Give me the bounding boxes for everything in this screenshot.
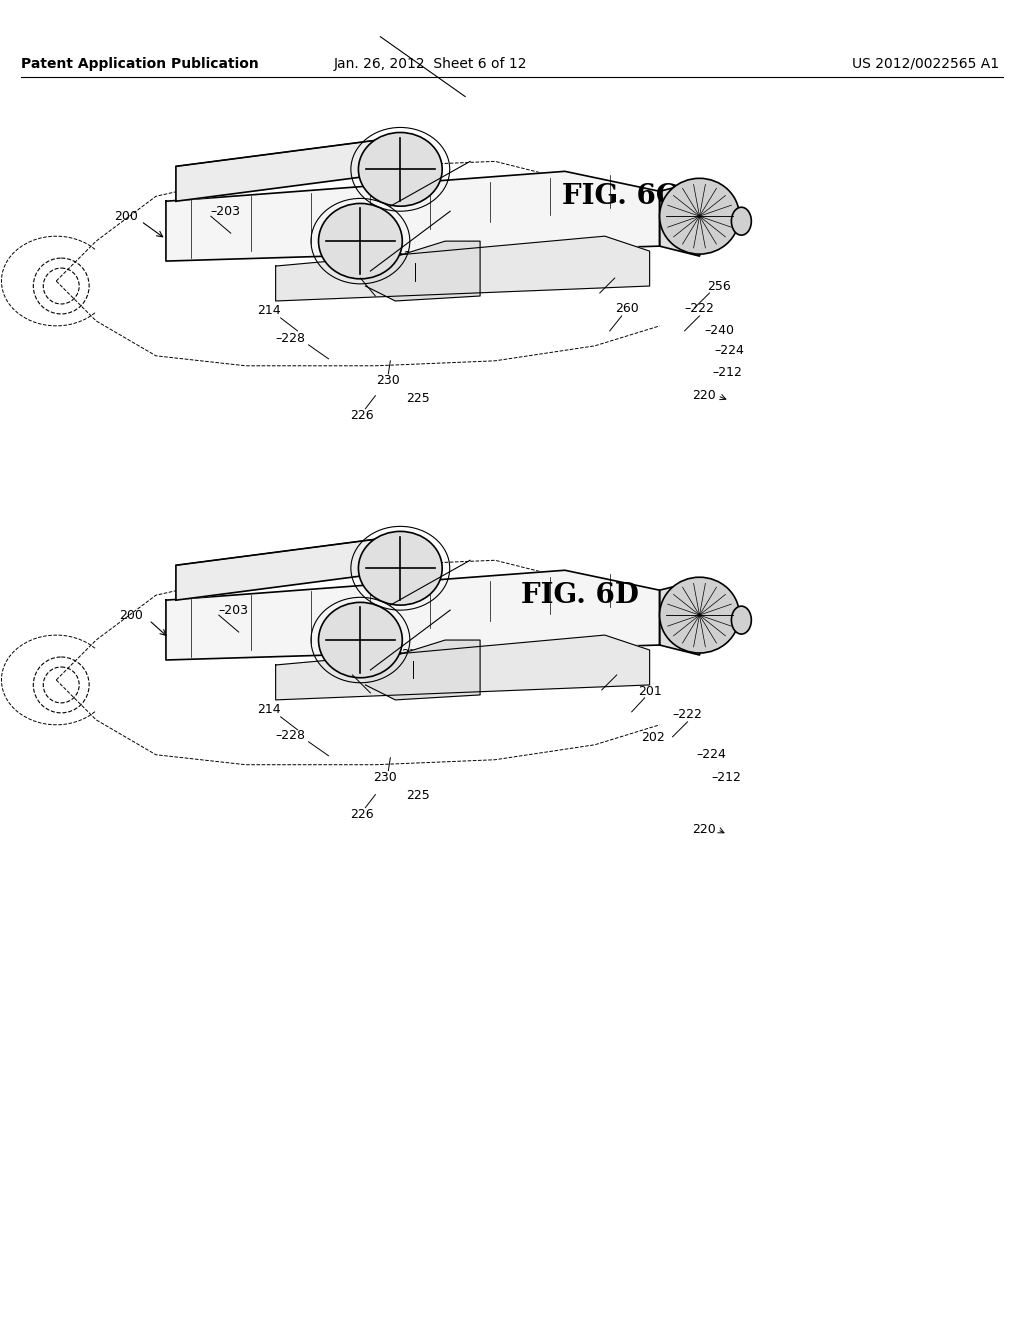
Text: –212: –212	[713, 366, 742, 379]
Polygon shape	[659, 181, 710, 256]
Ellipse shape	[731, 207, 752, 235]
Text: –203: –203	[211, 205, 241, 218]
Text: 202: 202	[641, 731, 665, 744]
Text: –224: –224	[696, 748, 726, 762]
Polygon shape	[176, 536, 406, 601]
Text: 226: 226	[350, 808, 374, 821]
Ellipse shape	[731, 606, 752, 634]
Text: 214: 214	[257, 704, 281, 717]
Polygon shape	[166, 570, 659, 660]
Text: –240: –240	[705, 325, 734, 338]
Polygon shape	[366, 640, 480, 700]
Text: 256: 256	[708, 280, 731, 293]
Text: 218: 218	[610, 661, 634, 675]
Text: 220: 220	[692, 389, 717, 403]
Text: 216: 216	[348, 264, 373, 277]
Text: 230: 230	[374, 771, 397, 784]
Text: 201: 201	[638, 685, 662, 698]
Polygon shape	[166, 172, 659, 261]
Text: –224: –224	[715, 345, 744, 358]
Polygon shape	[176, 136, 406, 201]
Ellipse shape	[358, 132, 442, 206]
Text: –222: –222	[673, 709, 702, 721]
Ellipse shape	[318, 602, 402, 677]
Polygon shape	[366, 242, 480, 301]
Text: 200: 200	[114, 210, 138, 223]
Text: 230: 230	[377, 375, 400, 387]
Text: 228: 228	[401, 648, 425, 660]
Text: –212: –212	[712, 771, 741, 784]
Text: 216: 216	[341, 661, 365, 675]
Ellipse shape	[659, 178, 739, 255]
Ellipse shape	[318, 203, 402, 279]
Text: –203: –203	[219, 603, 249, 616]
Text: –222: –222	[685, 302, 715, 315]
Text: FIG. 6D: FIG. 6D	[521, 582, 639, 609]
Polygon shape	[659, 581, 710, 655]
Text: 228: 228	[403, 249, 427, 263]
Text: FIG. 6C: FIG. 6C	[562, 182, 678, 210]
Text: 214: 214	[257, 305, 281, 317]
Text: US 2012/0022565 A1: US 2012/0022565 A1	[852, 57, 998, 71]
Ellipse shape	[659, 577, 739, 653]
Text: –228: –228	[275, 333, 305, 346]
Text: –228: –228	[275, 729, 305, 742]
Text: Jan. 26, 2012  Sheet 6 of 12: Jan. 26, 2012 Sheet 6 of 12	[334, 57, 527, 71]
Polygon shape	[275, 236, 649, 301]
Text: 200: 200	[119, 609, 143, 622]
Text: 226: 226	[350, 409, 374, 422]
Text: 220: 220	[692, 824, 717, 836]
Text: 260: 260	[614, 302, 639, 315]
Text: 225: 225	[407, 789, 430, 803]
Polygon shape	[275, 635, 649, 700]
Text: Patent Application Publication: Patent Application Publication	[22, 57, 259, 71]
Ellipse shape	[358, 532, 442, 605]
Text: 218: 218	[608, 264, 632, 277]
Text: 225: 225	[407, 392, 430, 405]
